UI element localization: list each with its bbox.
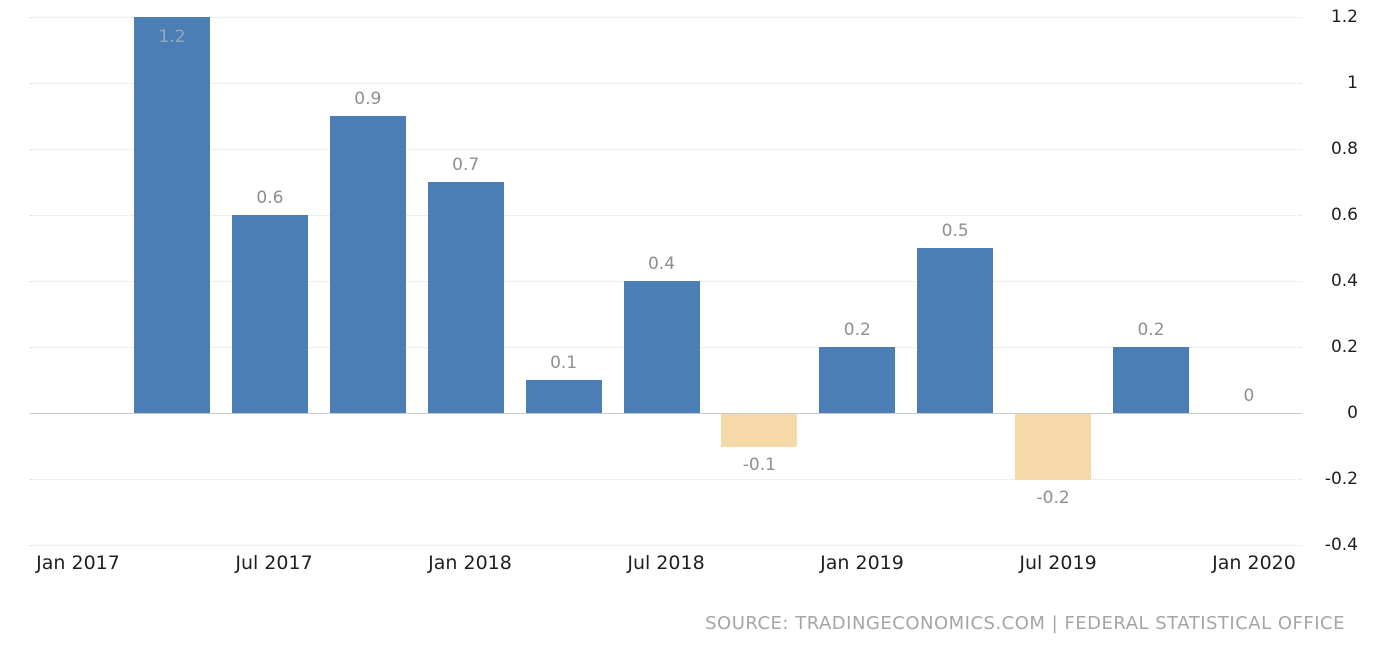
gridline — [30, 215, 1302, 216]
bar-value-label: 0.2 — [843, 320, 871, 340]
y-tick-label: 0 — [1347, 403, 1358, 423]
bar-value-label: -0.1 — [742, 455, 776, 475]
bar-value-label: 0 — [1243, 386, 1255, 406]
bar-value-label: 0.7 — [452, 155, 480, 175]
gridline — [30, 479, 1302, 480]
x-tick-label: Jan 2019 — [820, 552, 904, 574]
plot-area: 1.2 0.6 0.9 0.7 0.1 0.4 -0.1 0.2 0.5 -0.2 0.2 0 — [30, 0, 1302, 560]
bar-value-label: 0.4 — [647, 254, 676, 274]
y-tick-label: -0.4 — [1324, 535, 1358, 555]
y-tick-label: -0.2 — [1324, 469, 1358, 489]
bar-2019-q2 — [1015, 414, 1092, 480]
bar-2017-q4 — [427, 182, 504, 413]
bar-value-label: 0.5 — [941, 221, 969, 241]
y-tick-label: 0.4 — [1330, 271, 1358, 291]
x-tick-label: Jan 2018 — [428, 552, 512, 574]
bar-2017-q2 — [231, 215, 308, 413]
bar-2019-q3 — [1113, 347, 1189, 413]
x-tick-label: Jul 2018 — [627, 552, 705, 574]
x-tick-label: Jul 2017 — [235, 552, 313, 574]
gridline — [30, 149, 1302, 150]
bar-value-label: 0.9 — [354, 89, 382, 109]
bar-2019-q1 — [917, 248, 994, 413]
x-tick-label: Jan 2020 — [1212, 552, 1296, 574]
gridline — [30, 83, 1302, 84]
y-tick-label: 0.8 — [1330, 139, 1358, 159]
y-tick-label: 0.6 — [1330, 205, 1358, 225]
bar-2017-q3 — [329, 116, 406, 413]
bar-2018-q2 — [623, 281, 700, 413]
bar-2018-q4 — [819, 347, 896, 413]
bar-value-label: 0.2 — [1137, 320, 1165, 340]
y-tick-label: 1.2 — [1330, 7, 1358, 27]
bar-2018-q3 — [721, 414, 798, 447]
x-tick-label: Jul 2019 — [1019, 552, 1097, 574]
bar-value-label: -0.2 — [1036, 488, 1070, 508]
bar-value-label: 1.2 — [158, 27, 186, 47]
bar-2017-q1 — [134, 17, 210, 413]
y-tick-label: 1 — [1347, 73, 1358, 93]
bar-2018-q1 — [525, 380, 602, 413]
source-attribution: SOURCE: TRADINGECONOMICS.COM | FEDERAL S… — [705, 613, 1345, 634]
gridline — [30, 17, 1302, 18]
gridline — [30, 545, 1302, 546]
bar-value-label: 0.6 — [256, 188, 284, 208]
zero-baseline — [30, 413, 1302, 414]
x-tick-label: Jan 2017 — [36, 552, 120, 574]
y-tick-label: 0.2 — [1330, 337, 1358, 357]
bar-value-label: 0.1 — [550, 353, 578, 373]
